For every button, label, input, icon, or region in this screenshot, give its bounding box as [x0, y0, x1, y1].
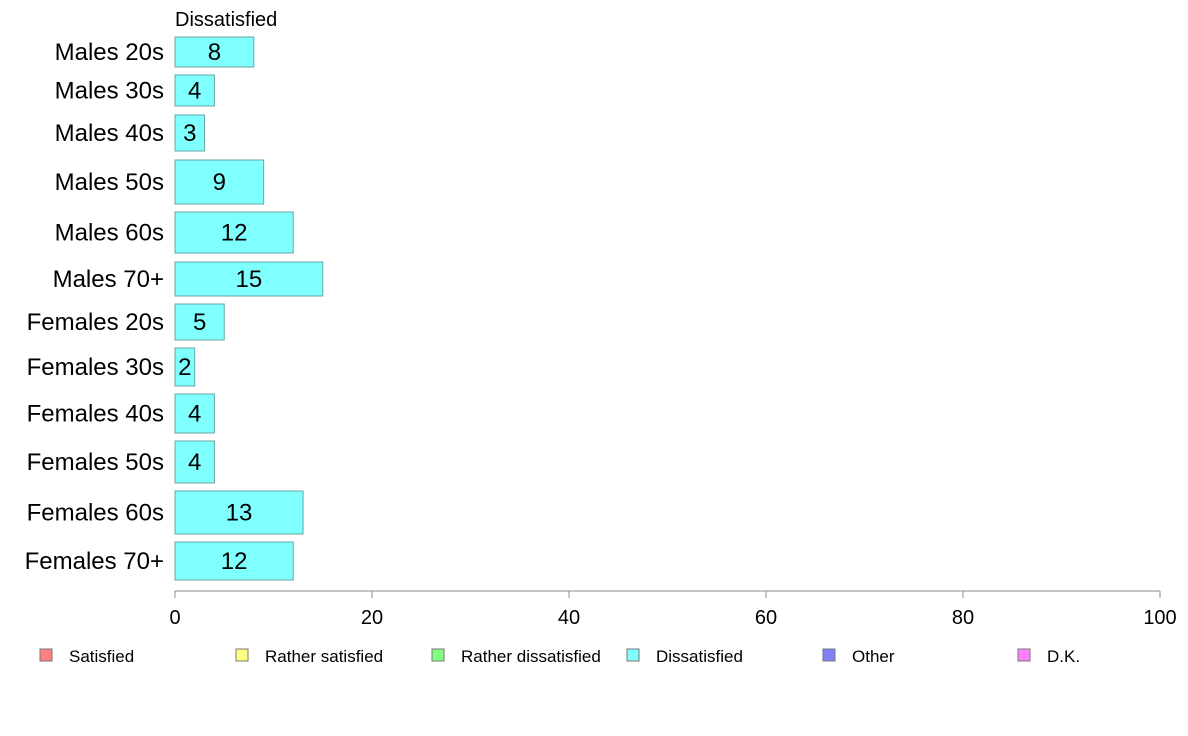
x-tick-label: 20 [361, 607, 383, 629]
x-tick-label: 80 [952, 607, 974, 629]
legend-label: D.K. [1047, 647, 1080, 666]
bar-value-label: 2 [178, 354, 191, 381]
category-label: Females 30s [27, 354, 164, 381]
bar [174, 393, 215, 434]
bar [174, 261, 324, 297]
bar-value-label: 5 [193, 309, 206, 336]
x-axis: 0 20 40 60 80 100 [169, 590, 1177, 629]
bar [174, 36, 255, 68]
bar-value-label: 8 [208, 39, 221, 66]
category-label: Males 40s [55, 120, 164, 147]
category-label: Females 70+ [25, 548, 164, 575]
legend-swatch [626, 648, 640, 662]
bar [174, 114, 206, 152]
bar-value-label: 12 [221, 548, 248, 575]
bar-value-label: 12 [221, 220, 248, 247]
x-tick-label: 60 [755, 607, 777, 629]
bar [174, 490, 304, 535]
legend-label: Rather satisfied [265, 647, 383, 666]
bar-value-label: 4 [188, 449, 201, 476]
category-label: Females 20s [27, 309, 164, 336]
legend-swatch [39, 648, 53, 662]
panel-title: Dissatisfied [175, 9, 277, 31]
bar [174, 159, 265, 205]
bar-value-label: 9 [213, 169, 226, 196]
bar-value-label: 4 [188, 401, 201, 428]
category-label: Males 50s [55, 169, 164, 196]
legend-label: Other [852, 647, 895, 666]
bar-value-label: 4 [188, 78, 201, 105]
bar [174, 347, 196, 387]
bar-value-label: 3 [183, 120, 196, 147]
bar [174, 541, 294, 581]
bars-group: Males 20s 8 Males 30s 4 Males 40s 3 Males 50s 9… [25, 36, 324, 581]
category-label: Males 30s [55, 78, 164, 105]
legend-label: Rather dissatisfied [461, 647, 601, 666]
bar [174, 74, 215, 107]
category-label: Males 60s [55, 220, 164, 247]
bar-value-label: 13 [226, 500, 253, 527]
category-label: Females 60s [27, 500, 164, 527]
category-label: Males 70+ [53, 266, 164, 293]
legend-swatch [235, 648, 249, 662]
x-tick-label: 40 [558, 607, 580, 629]
bar [174, 440, 215, 484]
category-label: Males 20s [55, 39, 164, 66]
category-label: Females 50s [27, 449, 164, 476]
legend: Satisfied Rather satisfied Rather dissatis… [39, 647, 1080, 666]
legend-swatch [1017, 648, 1031, 662]
bar [174, 303, 225, 341]
bar [174, 211, 294, 254]
x-tick-label: 0 [169, 607, 180, 629]
legend-swatch [822, 648, 836, 662]
category-label: Females 40s [27, 401, 164, 428]
x-tick-label: 100 [1143, 607, 1176, 629]
legend-label: Satisfied [69, 647, 134, 666]
legend-label: Dissatisfied [656, 647, 743, 666]
bar-value-label: 15 [236, 266, 263, 293]
legend-swatch [431, 648, 445, 662]
